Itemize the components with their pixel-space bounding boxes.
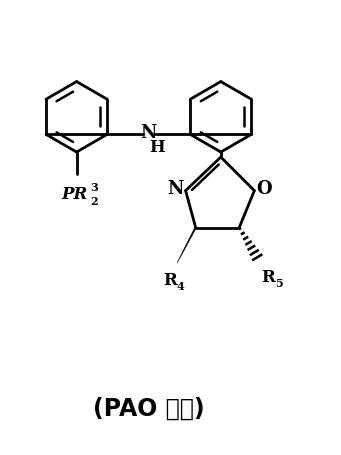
Text: 2: 2: [90, 196, 98, 207]
Polygon shape: [238, 227, 242, 230]
Text: O: O: [257, 180, 272, 198]
Text: H: H: [149, 139, 165, 157]
Polygon shape: [251, 253, 263, 262]
Polygon shape: [242, 236, 249, 241]
Text: (PAO 配体): (PAO 配体): [93, 397, 205, 420]
Polygon shape: [240, 231, 245, 236]
Text: N: N: [140, 124, 157, 142]
Polygon shape: [177, 227, 196, 263]
Polygon shape: [245, 240, 252, 246]
Text: R: R: [261, 269, 275, 286]
Text: 4: 4: [177, 281, 184, 292]
Polygon shape: [247, 244, 256, 251]
Text: N: N: [167, 180, 184, 198]
Text: R: R: [163, 272, 177, 288]
Text: PR: PR: [62, 186, 88, 203]
Polygon shape: [249, 249, 260, 256]
Text: 5: 5: [275, 278, 282, 289]
Text: 3: 3: [90, 182, 98, 193]
